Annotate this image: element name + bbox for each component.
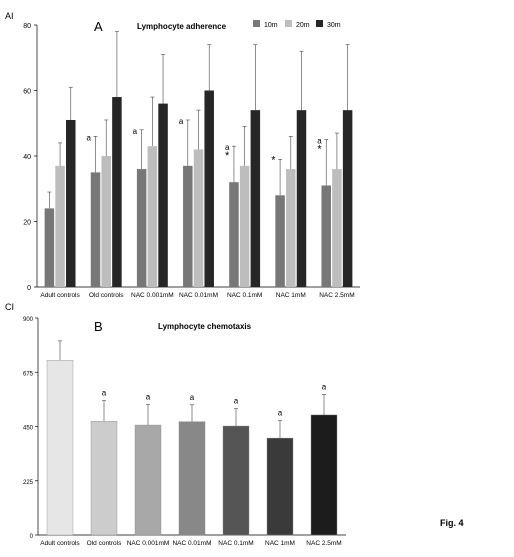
panel-b-y-tick-label: 0 xyxy=(30,534,34,540)
panel-b-y-tick-label: 675 xyxy=(23,371,34,377)
panel-a-x-tick-label: NAC 0.1mM xyxy=(227,292,262,299)
panel-b-bar xyxy=(134,424,162,536)
panel-b-y-tick-label: 450 xyxy=(23,426,34,432)
panel-b-significance-letter: a xyxy=(322,382,327,391)
panel-a-significance-letter: a xyxy=(317,137,322,146)
panel-b-x-tick-label: NAC 2.5mM xyxy=(306,540,341,547)
panel-b-x-tick-label: NAC 0.001mM xyxy=(127,540,170,547)
panel-a-x-tick-label: NAC 0.001mM xyxy=(131,292,174,299)
panel-a-bar xyxy=(193,149,204,287)
panel-b-x-tick-label: NAC 1mM xyxy=(265,540,295,547)
panel-b-significance-letter: a xyxy=(278,409,283,418)
panel-a-bar xyxy=(275,195,285,287)
panel-a-bar xyxy=(136,169,147,287)
panel-b-letter: B xyxy=(94,319,103,334)
panel-b-y-tick-label: 225 xyxy=(23,480,34,486)
panel-b-title: Lymphocyte chemotaxis xyxy=(158,322,252,331)
panel-a-bar xyxy=(286,169,296,287)
panel-a-x-tick-label: NAC 1mM xyxy=(276,292,306,299)
panel-a-bar xyxy=(112,97,122,287)
panel-a-letter: A xyxy=(94,19,103,34)
panel-a-bar xyxy=(342,110,353,288)
panel-a-bars: 0 20 40 60 80 Adult controls Old controls NAC 0… xyxy=(23,23,360,299)
panel-a-x-tick-label: NAC 0.01mM xyxy=(179,292,218,299)
panel-a-y-tick-label: 0 xyxy=(27,285,31,292)
figure-label: Fig. 4 xyxy=(440,518,464,528)
panel-b-bar xyxy=(90,420,118,536)
panel-a-y-tick-label: 60 xyxy=(23,89,31,96)
panel-a-significance-star: * xyxy=(317,144,322,156)
panel-a-bar xyxy=(158,103,168,287)
panel-b-bar xyxy=(222,425,250,536)
panel-a-y-tick-label: 80 xyxy=(23,23,31,30)
panel-b-bar xyxy=(46,359,74,536)
panel-a-significance-letter: a xyxy=(87,133,92,142)
panel-a-bar xyxy=(44,208,55,287)
panel-a-bar xyxy=(55,165,65,287)
panel-b-bar xyxy=(178,421,206,536)
panel-b-y-tick-label: 900 xyxy=(23,317,34,323)
panel-a-bar xyxy=(183,165,193,287)
panel-b-significance-letter: a xyxy=(234,397,239,406)
panel-a-significance-letter: a xyxy=(225,143,230,152)
panel-b-bar xyxy=(266,437,294,536)
panel-b-significance-letter: a xyxy=(102,389,107,398)
panel-b-x-tick-label: Old controls xyxy=(87,540,122,547)
panel-a-bar xyxy=(90,172,101,287)
panel-a-x-tick-label: Old controls xyxy=(89,292,124,299)
panel-a-bar xyxy=(332,169,342,287)
panel-a-x-tick-label: NAC 2.5mM xyxy=(319,292,354,299)
panel-a-bar xyxy=(66,119,76,287)
panel-a-legend-swatch xyxy=(316,20,323,27)
panel-a-legend-swatch xyxy=(253,20,260,27)
panel-a-x-tick-label: Adult controls xyxy=(40,292,80,299)
panel-a-bar xyxy=(147,146,158,287)
panel-a-legend-swatch xyxy=(285,20,292,27)
panel-a-y-axis-label: AI xyxy=(5,11,14,21)
panel-b-significance-letter: a xyxy=(146,393,151,402)
panel-a-bar xyxy=(296,110,307,288)
panel-a-adherence-chart: AI A Lymphocyte adherence 10m 20m 30m 0 20 4… xyxy=(5,11,360,299)
panel-b-bar xyxy=(310,414,338,536)
panel-a-bar xyxy=(101,156,111,287)
panel-a-bar xyxy=(239,165,250,287)
panel-b-bars: 0 225 450 675 900 Adult controls Old controls a… xyxy=(23,317,346,547)
panel-b-y-axis-label: CI xyxy=(5,302,14,312)
panel-a-legend-label: 20m xyxy=(296,22,310,29)
panel-a-bar xyxy=(229,182,239,287)
panel-b-x-tick-label: NAC 0.1mM xyxy=(218,540,253,547)
panel-a-legend-label: 30m xyxy=(327,22,341,29)
panel-a-significance-letter: a xyxy=(133,127,138,136)
panel-a-title: Lymphocyte adherence xyxy=(137,22,227,31)
panel-b-significance-letter: a xyxy=(190,393,195,402)
panel-b-chemotaxis-chart: CI B Lymphocyte chemotaxis 0 225 450 675 900… xyxy=(5,302,346,547)
panel-a-significance-letter: a xyxy=(179,117,184,126)
panel-a-y-tick-label: 20 xyxy=(23,220,31,227)
panel-b-x-tick-label: NAC 0.01mM xyxy=(172,540,211,547)
panel-a-bar xyxy=(204,90,214,287)
panel-a-y-tick-label: 40 xyxy=(23,154,31,161)
panel-a-significance-star: * xyxy=(225,150,230,162)
panel-a-bar xyxy=(250,110,261,288)
panel-a-legend: 10m 20m 30m xyxy=(253,20,341,29)
panel-b-x-tick-label: Adult controls xyxy=(40,540,80,547)
panel-a-bar xyxy=(321,185,331,287)
panel-a-significance-star: * xyxy=(271,154,276,166)
panel-a-legend-label: 10m xyxy=(264,22,278,29)
